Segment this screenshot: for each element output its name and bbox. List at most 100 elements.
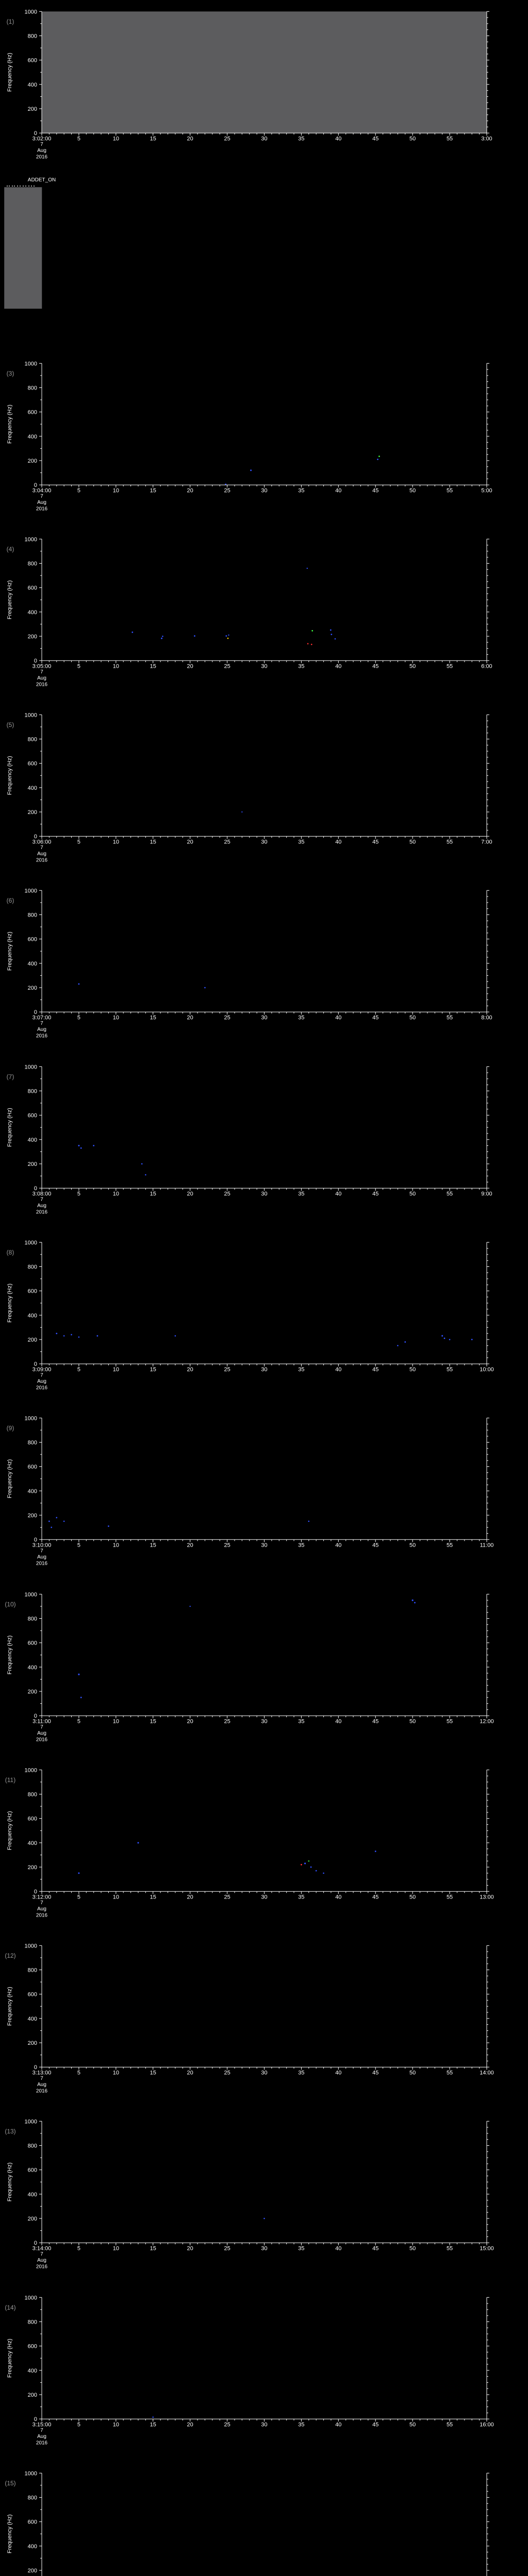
svg-text:Aug: Aug bbox=[37, 851, 46, 857]
svg-text:600: 600 bbox=[28, 1112, 37, 1118]
svg-text:45: 45 bbox=[372, 2421, 378, 2428]
svg-text:30: 30 bbox=[261, 1366, 267, 1372]
svg-text:2016: 2016 bbox=[36, 1033, 48, 1039]
svg-text:400: 400 bbox=[28, 1313, 37, 1319]
svg-text:15: 15 bbox=[150, 1543, 156, 1549]
svg-text:3:14:00: 3:14:00 bbox=[32, 2246, 52, 2252]
svg-text:25: 25 bbox=[224, 2421, 230, 2428]
svg-text:400: 400 bbox=[28, 1488, 37, 1495]
svg-text:Aug: Aug bbox=[37, 2258, 46, 2263]
svg-text:55: 55 bbox=[447, 2070, 453, 2076]
svg-text:50: 50 bbox=[409, 839, 416, 845]
svg-text:800: 800 bbox=[28, 912, 37, 919]
svg-text:800: 800 bbox=[28, 2319, 37, 2325]
svg-text:Frequency (Hz): Frequency (Hz) bbox=[7, 2163, 13, 2202]
svg-text:55: 55 bbox=[447, 1718, 453, 1724]
svg-text:15: 15 bbox=[150, 1894, 156, 1900]
svg-text:5: 5 bbox=[77, 1894, 80, 1900]
svg-text:16:00: 16:00 bbox=[480, 2421, 494, 2428]
svg-text:45: 45 bbox=[372, 2246, 378, 2252]
svg-text:2016: 2016 bbox=[36, 1561, 48, 1567]
svg-text:600: 600 bbox=[28, 1816, 37, 1822]
svg-text:35: 35 bbox=[298, 1366, 304, 1372]
svg-text:(13): (13) bbox=[5, 2128, 15, 2135]
svg-text:1000: 1000 bbox=[25, 712, 37, 718]
svg-text:3:13:00: 3:13:00 bbox=[32, 2070, 52, 2076]
svg-text:20: 20 bbox=[187, 1543, 193, 1549]
svg-text:50: 50 bbox=[409, 1718, 416, 1724]
svg-text:200: 200 bbox=[28, 1865, 37, 1871]
svg-text:30: 30 bbox=[261, 1543, 267, 1549]
svg-text:7: 7 bbox=[40, 2427, 43, 2433]
svg-text:25: 25 bbox=[224, 1366, 230, 1372]
svg-text:9:00: 9:00 bbox=[481, 1191, 492, 1197]
svg-text:200: 200 bbox=[28, 634, 37, 640]
svg-text:Aug: Aug bbox=[37, 1731, 46, 1736]
svg-text:400: 400 bbox=[28, 2016, 37, 2022]
svg-text:400: 400 bbox=[28, 609, 37, 616]
svg-text:Frequency (Hz): Frequency (Hz) bbox=[7, 2338, 13, 2378]
svg-text:1000: 1000 bbox=[25, 888, 37, 894]
svg-text:10: 10 bbox=[113, 1718, 119, 1724]
svg-text:15:00: 15:00 bbox=[480, 2246, 494, 2252]
svg-text:7: 7 bbox=[40, 1021, 43, 1026]
svg-text:2016: 2016 bbox=[36, 1737, 48, 1742]
svg-text:5: 5 bbox=[77, 2421, 80, 2428]
svg-text:200: 200 bbox=[28, 1689, 37, 1695]
svg-text:3:05:00: 3:05:00 bbox=[32, 663, 52, 669]
svg-text:1000: 1000 bbox=[25, 9, 37, 15]
svg-text:(3): (3) bbox=[7, 370, 14, 377]
svg-text:8:00: 8:00 bbox=[481, 1015, 492, 1021]
svg-text:25: 25 bbox=[224, 839, 230, 845]
svg-text:55: 55 bbox=[447, 1543, 453, 1549]
svg-text:600: 600 bbox=[28, 1640, 37, 1646]
svg-text:400: 400 bbox=[28, 2544, 37, 2550]
svg-text:7: 7 bbox=[40, 845, 43, 851]
svg-text:200: 200 bbox=[28, 106, 37, 112]
svg-text:Frequency (Hz): Frequency (Hz) bbox=[7, 1987, 13, 2026]
svg-text:7: 7 bbox=[40, 1372, 43, 1378]
svg-text:5: 5 bbox=[77, 1718, 80, 1724]
svg-text:25: 25 bbox=[224, 487, 230, 494]
svg-text:55: 55 bbox=[447, 487, 453, 494]
svg-text:10: 10 bbox=[113, 839, 119, 845]
svg-text:3:06:00: 3:06:00 bbox=[32, 839, 52, 845]
svg-text:10: 10 bbox=[113, 135, 119, 142]
svg-text:45: 45 bbox=[372, 663, 378, 669]
svg-text:1000: 1000 bbox=[25, 1416, 37, 1422]
svg-text:45: 45 bbox=[372, 135, 378, 142]
svg-text:25: 25 bbox=[224, 1718, 230, 1724]
svg-text:20: 20 bbox=[187, 1894, 193, 1900]
svg-text:20: 20 bbox=[187, 1191, 193, 1197]
svg-text:10: 10 bbox=[113, 2070, 119, 2076]
svg-text:1000: 1000 bbox=[25, 361, 37, 367]
svg-text:25: 25 bbox=[224, 135, 230, 142]
svg-text:200: 200 bbox=[28, 1337, 37, 1343]
svg-text:7: 7 bbox=[40, 1197, 43, 1202]
svg-text:600: 600 bbox=[28, 937, 37, 943]
svg-text:(9): (9) bbox=[7, 1425, 14, 1432]
svg-text:Frequency (Hz): Frequency (Hz) bbox=[7, 1283, 13, 1323]
svg-text:20: 20 bbox=[187, 1366, 193, 1372]
svg-text:35: 35 bbox=[298, 2070, 304, 2076]
svg-text:20: 20 bbox=[187, 2421, 193, 2428]
svg-text:45: 45 bbox=[372, 1366, 378, 1372]
svg-text:600: 600 bbox=[28, 58, 37, 64]
svg-text:3:11:00: 3:11:00 bbox=[32, 1718, 51, 1724]
svg-text:15: 15 bbox=[150, 2421, 156, 2428]
svg-text:5: 5 bbox=[77, 487, 80, 494]
svg-text:40: 40 bbox=[335, 1543, 341, 1549]
svg-text:3:04:00: 3:04:00 bbox=[32, 487, 52, 494]
svg-text:800: 800 bbox=[28, 1616, 37, 1622]
svg-text:10: 10 bbox=[113, 663, 119, 669]
svg-text:800: 800 bbox=[28, 2143, 37, 2149]
svg-text:7: 7 bbox=[40, 1724, 43, 1730]
svg-text:15: 15 bbox=[150, 1015, 156, 1021]
svg-text:Frequency (Hz): Frequency (Hz) bbox=[7, 932, 13, 971]
svg-text:Aug: Aug bbox=[37, 1379, 46, 1384]
svg-text:Frequency (Hz): Frequency (Hz) bbox=[7, 1635, 13, 1674]
svg-text:5:00: 5:00 bbox=[481, 487, 492, 494]
svg-text:25: 25 bbox=[224, 1894, 230, 1900]
svg-text:35: 35 bbox=[298, 1718, 304, 1724]
svg-text:2016: 2016 bbox=[36, 154, 48, 160]
